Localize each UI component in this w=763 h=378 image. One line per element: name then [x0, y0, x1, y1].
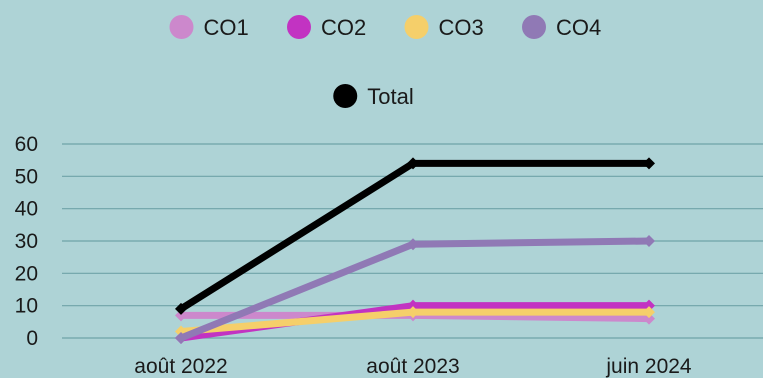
point-co3-2 [643, 306, 655, 319]
x-tick-label-ao-t-2022: août 2022 [134, 355, 227, 378]
y-tick-label-40: 40 [15, 198, 38, 221]
legend-label-co3: CO3 [439, 15, 484, 40]
series-co2 [175, 299, 655, 344]
point-total-1 [407, 157, 419, 170]
legend-label-total: Total [367, 84, 413, 109]
legend-item-co4: CO4 [522, 15, 601, 40]
point-co4-0 [175, 332, 187, 344]
y-tick-label-20: 20 [15, 262, 38, 285]
x-axis: août 2022 août 2023 juin 2024 [134, 355, 692, 378]
y-tick-label-60: 60 [15, 133, 38, 156]
legend-label-co2: CO2 [321, 15, 366, 40]
legend-label-co4: CO4 [556, 15, 601, 40]
series-lines [175, 157, 655, 344]
x-tick-label-juin-2024: juin 2024 [605, 355, 692, 378]
point-total-0 [175, 302, 187, 315]
series-total [175, 157, 655, 315]
legend-swatch-total [333, 84, 358, 108]
legend-label-co1: CO1 [204, 15, 249, 40]
legend-swatch-co3 [404, 15, 429, 39]
legend-item-co3: CO3 [404, 15, 484, 40]
y-tick-label-0: 0 [26, 327, 38, 350]
point-co4-1 [407, 238, 419, 251]
legend-item-total: Total [333, 84, 414, 109]
legend-item-co1: CO1 [169, 15, 249, 40]
legend-swatch-co4 [522, 15, 546, 39]
point-co4-2 [643, 235, 655, 247]
point-co1-0 [175, 309, 187, 322]
y-tick-label-50: 50 [15, 165, 38, 188]
legend-swatch-co1 [169, 15, 194, 39]
legend: CO1 CO2 CO3 CO4 Total [169, 15, 601, 109]
point-co3-1 [407, 306, 419, 319]
legend-item-co2: CO2 [287, 15, 366, 40]
point-total-2 [643, 157, 655, 170]
series-line-total [177, 159, 653, 313]
y-tick-label-30: 30 [15, 230, 38, 253]
series-co4 [175, 235, 655, 344]
y-axis: 0 10 20 30 40 50 60 [15, 133, 38, 350]
y-tick-label-10: 10 [15, 295, 38, 318]
legend-swatch-co2 [287, 15, 311, 39]
x-tick-label-ao-t-2023: août 2023 [366, 355, 459, 378]
